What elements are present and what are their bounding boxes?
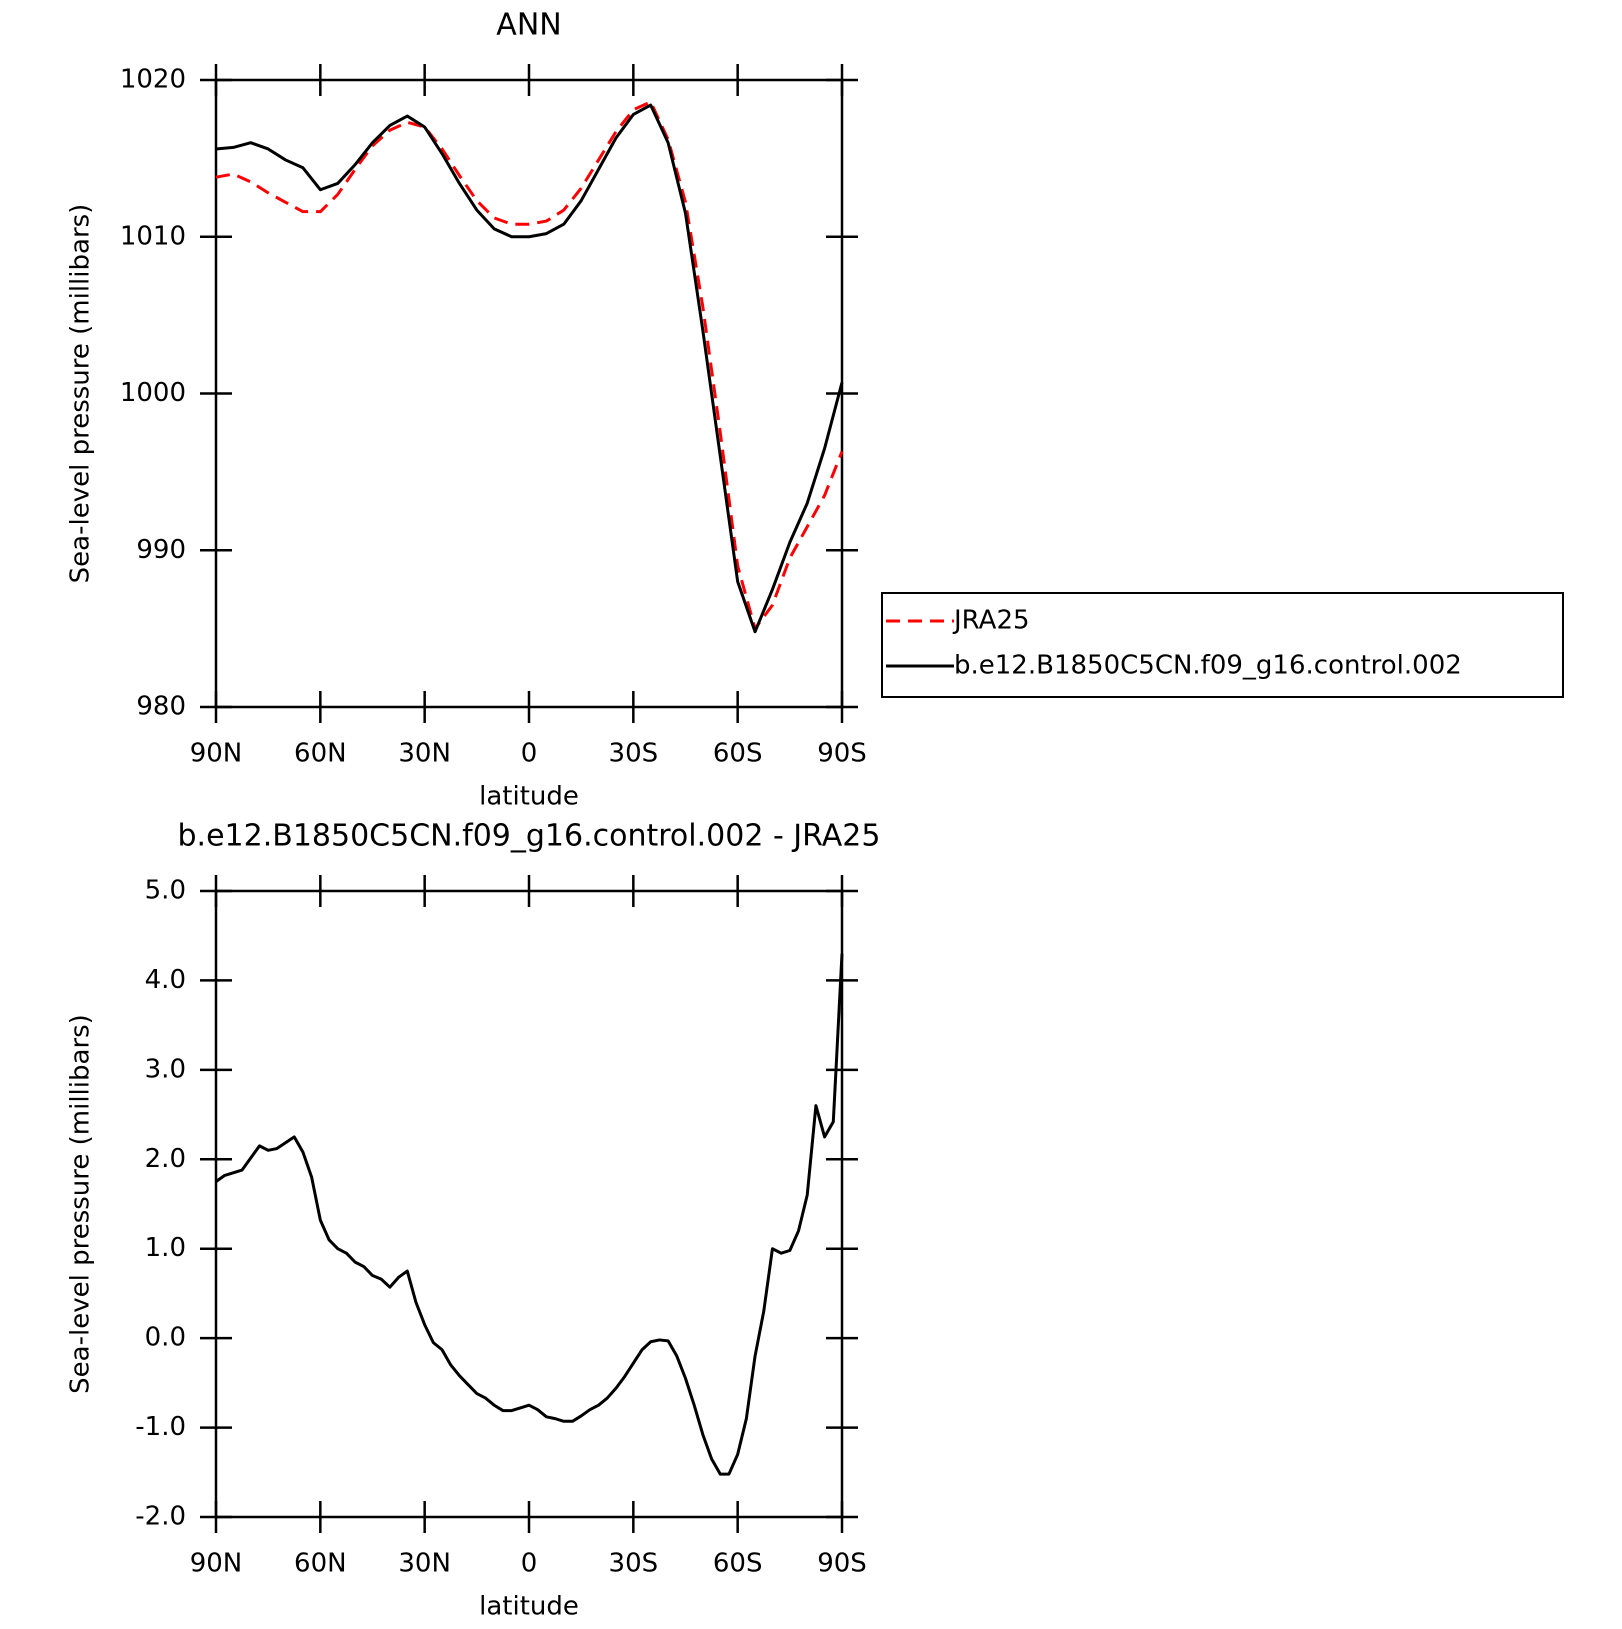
x-tick-label: 60S	[713, 1549, 763, 1579]
legend-box	[881, 592, 1564, 698]
x-tick-label: 90N	[190, 739, 243, 769]
y-tick-label: 0.0	[145, 1323, 186, 1353]
x-tick-label: 0	[521, 739, 538, 769]
y-tick-label: 1000	[120, 378, 186, 408]
x-tick-label: 30N	[398, 739, 451, 769]
plot-frame	[214, 78, 844, 709]
legend-label: JRA25	[952, 606, 1030, 636]
x-tick-label: 60N	[294, 1549, 347, 1579]
line-series	[215, 953, 844, 1476]
y-tick-label: 1010	[120, 221, 186, 251]
x-tick-label: 90S	[817, 739, 867, 769]
plot-frame	[214, 889, 844, 1519]
y-tick-label: 980	[136, 692, 186, 722]
line-series	[215, 100, 844, 631]
y-tick-label: 3.0	[145, 1054, 186, 1084]
y-tick-label: -2.0	[135, 1502, 186, 1532]
y-tick-label: 4.0	[145, 965, 186, 995]
x-tick-label: 90N	[190, 1549, 243, 1579]
x-tick-label: 30N	[398, 1549, 451, 1579]
x-tick-label: 30S	[609, 1549, 659, 1579]
line-series	[215, 103, 844, 634]
x-axis-label: latitude	[479, 1592, 579, 1622]
y-axis-label: Sea-level pressure (millibars)	[66, 204, 96, 584]
y-tick-label: -1.0	[135, 1412, 186, 1442]
x-tick-label: 60N	[294, 739, 347, 769]
y-tick-label: 5.0	[145, 876, 186, 906]
chart-title: b.e12.B1850C5CN.f09_g16.control.002 - JR…	[178, 819, 881, 854]
chart-title: ANN	[496, 8, 561, 43]
x-tick-label: 90S	[817, 1549, 867, 1579]
y-tick-label: 1020	[120, 65, 186, 95]
x-axis-label: latitude	[479, 782, 579, 812]
x-tick-label: 30S	[609, 739, 659, 769]
y-axis-label: Sea-level pressure (millibars)	[66, 1014, 96, 1394]
y-tick-label: 990	[136, 535, 186, 565]
x-tick-label: 60S	[713, 739, 763, 769]
y-tick-label: 2.0	[145, 1144, 186, 1174]
legend-label: b.e12.B1850C5CN.f09_g16.control.002	[954, 651, 1462, 681]
x-tick-label: 0	[521, 1549, 538, 1579]
y-tick-label: 1.0	[145, 1233, 186, 1263]
